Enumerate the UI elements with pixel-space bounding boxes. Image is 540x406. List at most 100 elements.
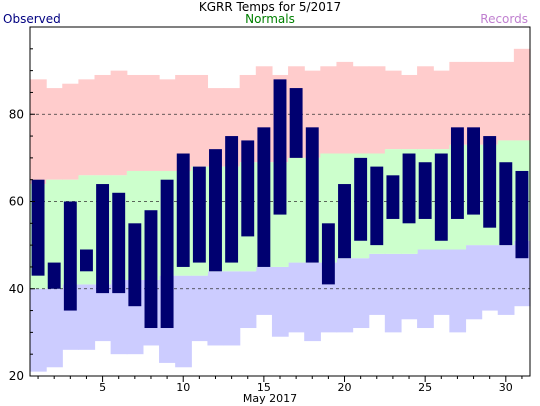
observed-bar — [289, 88, 303, 158]
x-tick-label: 25 — [418, 381, 432, 394]
observed-bar — [96, 184, 110, 294]
observed-bar — [321, 223, 335, 285]
record-low-band — [481, 245, 499, 311]
x-axis-label: May 2017 — [242, 392, 298, 405]
record-high-band — [159, 79, 176, 171]
record-high-band — [191, 74, 209, 167]
record-high-band — [449, 61, 467, 145]
normal-range-band — [288, 157, 305, 263]
observed-bars — [31, 79, 529, 329]
legend-normals: Normals — [245, 12, 295, 26]
record-low-band — [304, 262, 321, 342]
observed-bar — [402, 153, 416, 224]
x-tick-label: 5 — [99, 381, 106, 394]
record-low-band — [400, 253, 418, 320]
record-low-band — [175, 275, 192, 368]
record-low-band — [207, 271, 225, 346]
record-high-band — [110, 70, 128, 176]
record-low-band — [433, 249, 450, 315]
record-high-band — [175, 74, 192, 171]
observed-bar — [192, 166, 206, 263]
observed-bar — [273, 79, 287, 215]
record-low-band — [336, 258, 354, 333]
observed-bar — [354, 157, 368, 241]
record-low-band — [94, 284, 112, 342]
record-low-band — [255, 266, 273, 315]
axis-tick-labels: 5 10 15 20 25 30 20 40 60 80 — [9, 107, 513, 394]
record-low-band — [352, 258, 370, 329]
observed-bar — [450, 127, 464, 219]
record-high-band — [433, 70, 450, 150]
record-high-band — [336, 61, 354, 154]
record-high-band — [126, 74, 144, 171]
y-tick-label: 20 — [9, 369, 24, 383]
observed-bar — [225, 136, 239, 263]
record-high-band — [46, 88, 63, 180]
observed-bar — [241, 140, 255, 237]
axis-ticks — [30, 48, 523, 382]
y-tick-label: 60 — [9, 195, 24, 209]
observed-bar — [128, 223, 142, 307]
record-high-band — [368, 66, 386, 154]
record-low-band — [271, 266, 289, 337]
observed-bar — [257, 127, 271, 267]
record-high-band — [94, 74, 112, 176]
record-high-band — [481, 61, 499, 145]
observed-bar — [386, 175, 400, 219]
record-low-band — [465, 245, 483, 320]
record-high-band — [497, 61, 515, 141]
record-low-band — [223, 271, 241, 346]
observed-bar — [305, 127, 319, 263]
observed-bar — [338, 184, 351, 259]
record-low-band — [497, 245, 515, 315]
record-high-band — [30, 79, 47, 185]
observed-bar — [63, 201, 77, 311]
record-low-band — [78, 284, 96, 350]
record-high-band — [352, 66, 370, 154]
record-low-band — [288, 262, 305, 333]
observed-bar — [370, 166, 384, 246]
observed-bar — [515, 170, 529, 259]
record-low-band — [417, 249, 434, 329]
record-low-band — [368, 253, 386, 315]
observed-bar — [176, 153, 190, 267]
legend-records: Records — [480, 12, 528, 26]
record-high-band — [78, 79, 96, 176]
x-tick-label: 20 — [338, 381, 352, 394]
x-tick-label: 10 — [176, 381, 190, 394]
record-high-band — [142, 74, 160, 171]
chart-title: KGRR Temps for 5/2017 — [198, 0, 342, 14]
record-high-band — [207, 88, 225, 167]
normal-range-band — [46, 179, 63, 289]
record-high-band — [417, 66, 434, 150]
record-high-band — [384, 70, 402, 150]
record-high-band — [400, 74, 418, 150]
observed-bar — [467, 127, 480, 215]
record-low-band — [191, 275, 209, 342]
observed-bar — [209, 149, 222, 272]
y-tick-label: 40 — [9, 282, 24, 296]
observed-bar — [31, 179, 45, 276]
records-low-band — [30, 240, 531, 372]
observed-bar — [418, 162, 432, 219]
observed-bar — [483, 136, 497, 228]
observed-bar — [160, 179, 174, 329]
record-high-band — [465, 61, 483, 145]
record-low-band — [384, 253, 402, 333]
record-low-band — [46, 288, 63, 368]
x-tick-label: 15 — [257, 381, 271, 394]
legend-observed: Observed — [3, 12, 61, 26]
record-low-band — [239, 271, 257, 329]
y-tick-label: 80 — [9, 107, 24, 121]
x-tick-label: 30 — [499, 381, 513, 394]
record-high-band — [513, 48, 531, 141]
record-high-band — [320, 66, 338, 154]
observed-bar — [47, 262, 61, 289]
observed-bar — [112, 192, 126, 294]
observed-bar — [499, 162, 513, 246]
record-low-band — [30, 288, 47, 372]
record-high-band — [62, 83, 79, 180]
observed-bar — [80, 249, 93, 272]
record-low-band — [110, 280, 128, 355]
